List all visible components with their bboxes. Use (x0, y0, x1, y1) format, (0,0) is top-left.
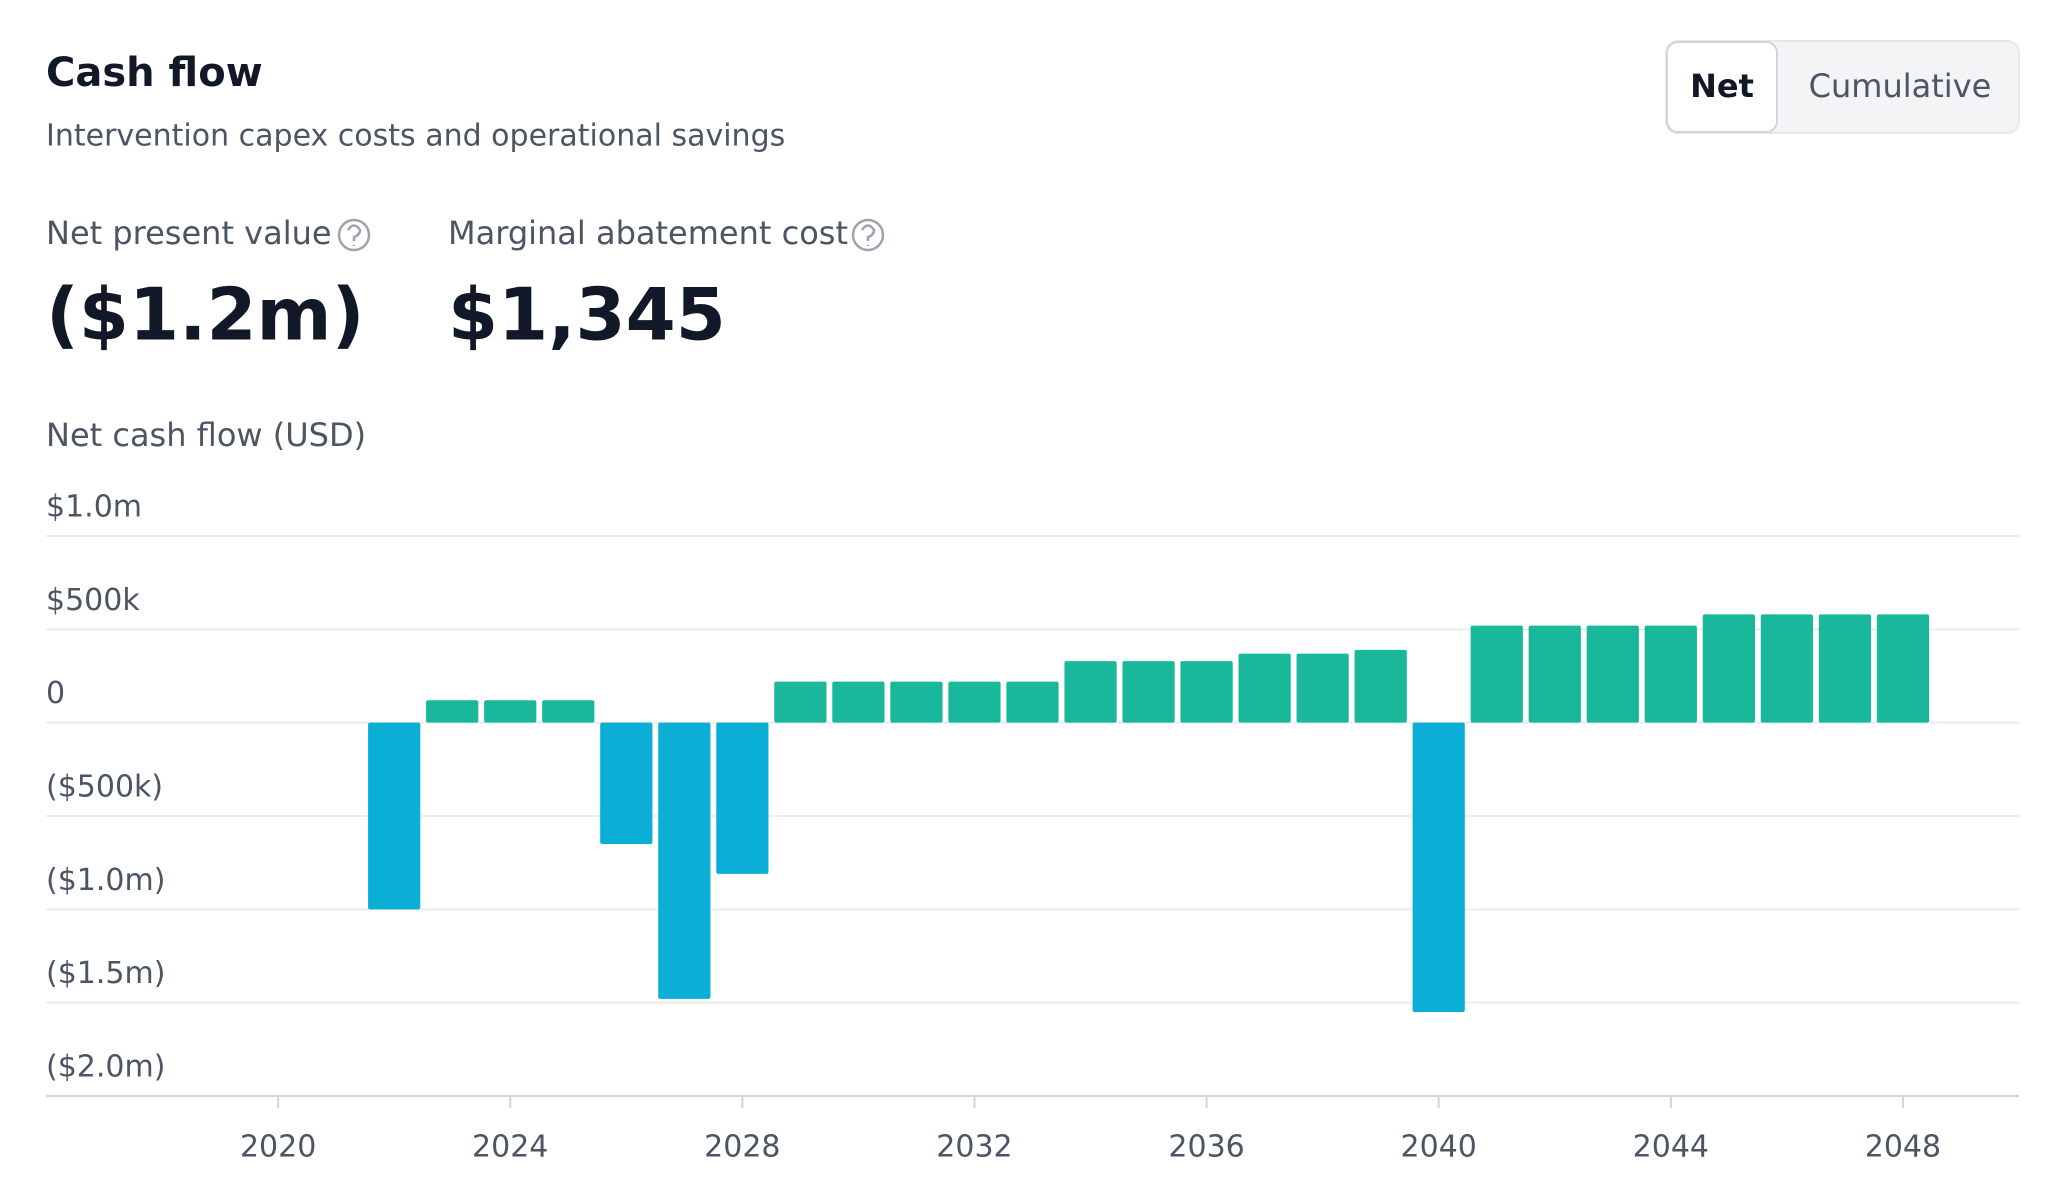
bar (1702, 614, 1755, 723)
metric-value: ($1.2m) (46, 273, 364, 357)
x-tick-label: 2024 (472, 1130, 548, 1165)
bar (1586, 625, 1639, 723)
bar (716, 722, 769, 874)
x-tick-label: 2048 (1865, 1130, 1941, 1165)
bar (1238, 653, 1291, 723)
bar (1760, 614, 1813, 723)
bar (484, 700, 537, 723)
bar (542, 700, 595, 723)
bar (368, 722, 421, 910)
bar (426, 700, 479, 723)
x-tick-label: 2036 (1168, 1130, 1244, 1165)
x-tick-label: 2028 (704, 1130, 780, 1165)
x-tick-label: 2020 (240, 1130, 316, 1165)
x-tick-label: 2032 (936, 1130, 1012, 1165)
plot: $1.0m $500k 0 ($500k) ($1.0m) ($1.5m) ($2.0m) 2… (46, 490, 2019, 1165)
title: Cash flow (46, 50, 263, 96)
bar (1354, 649, 1407, 723)
bar (1818, 614, 1872, 723)
metric-label: Marginal abatement cost (448, 214, 848, 252)
y-tick-label: ($1.0m) (46, 863, 165, 898)
bar (1876, 614, 1930, 723)
metric-value: $1,345 (448, 273, 726, 357)
bar (1180, 661, 1233, 723)
bar (600, 722, 653, 844)
y-tick-label: ($2.0m) (46, 1050, 165, 1085)
y-tick-label: ($500k) (46, 770, 163, 805)
toggle-cumulative[interactable]: Cumulative (1809, 67, 1992, 105)
subtitle: Intervention capex costs and operational… (46, 119, 785, 154)
bar (890, 681, 943, 723)
bar (1412, 722, 1465, 1012)
help-icon[interactable] (337, 218, 371, 252)
help-icon[interactable] (851, 218, 885, 252)
y-tick-label: ($1.5m) (46, 956, 165, 991)
bar (774, 681, 827, 723)
bar (1528, 625, 1581, 723)
bar (1064, 661, 1117, 723)
bar (1644, 625, 1697, 723)
bar (832, 681, 885, 723)
metric-label: Net present value (46, 214, 332, 252)
bar (658, 722, 711, 999)
bar (1122, 661, 1175, 723)
toggle-selected-bg (1666, 41, 1778, 133)
bar (1006, 681, 1059, 723)
y-tick-label: $500k (46, 583, 140, 618)
y-tick-label: $1.0m (46, 490, 142, 525)
y-axis-title: Net cash flow (USD) (46, 416, 366, 454)
x-tick-label: 2044 (1633, 1130, 1709, 1165)
bar (1296, 653, 1349, 723)
toggle-net[interactable]: Net (1690, 67, 1754, 105)
bar (1470, 625, 1523, 723)
x-tick-label: 2040 (1401, 1130, 1477, 1165)
bar (948, 681, 1001, 723)
y-tick-label: 0 (46, 676, 65, 711)
